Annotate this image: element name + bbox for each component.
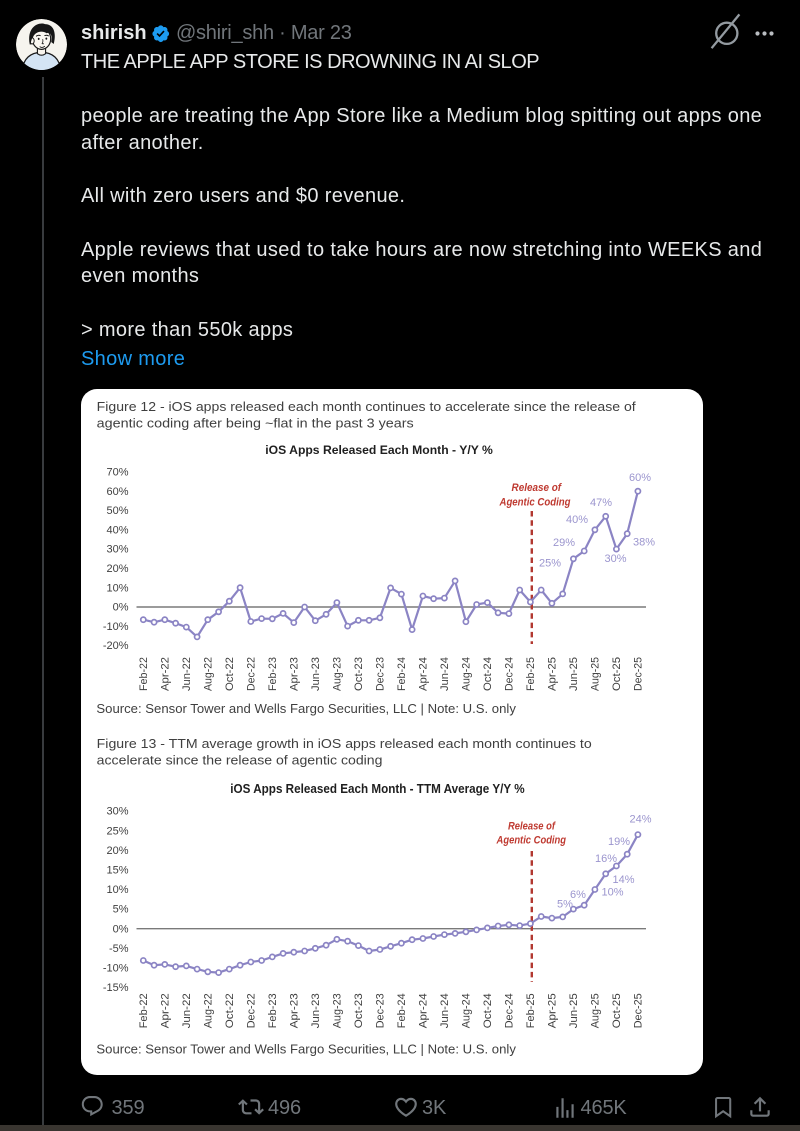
svg-text:Jun-24: Jun-24 (439, 993, 451, 1028)
svg-text:14%: 14% (612, 874, 634, 886)
svg-text:-15%: -15% (103, 982, 129, 994)
svg-text:iOS Apps Released Each Month -: iOS Apps Released Each Month - Y/Y % (265, 443, 493, 457)
svg-text:Jun-24: Jun-24 (439, 657, 451, 691)
svg-text:Apr-24: Apr-24 (418, 993, 430, 1028)
svg-text:Apr-22: Apr-22 (159, 657, 171, 691)
svg-text:30%: 30% (106, 806, 128, 818)
svg-text:iOS Apps Released Each Month -: iOS Apps Released Each Month - TTM Avera… (230, 781, 525, 796)
svg-text:Dec-22: Dec-22 (245, 993, 257, 1028)
svg-text:Feb-25: Feb-25 (525, 993, 537, 1028)
svg-text:Aug-24: Aug-24 (461, 993, 473, 1028)
svg-text:Release of: Release of (512, 482, 563, 494)
svg-text:Oct-23: Oct-23 (353, 993, 365, 1028)
svg-text:Apr-22: Apr-22 (159, 993, 171, 1028)
svg-text:Aug-25: Aug-25 (590, 657, 602, 691)
svg-text:25%: 25% (106, 825, 128, 837)
svg-text:Apr-23: Apr-23 (288, 657, 300, 691)
svg-text:Aug-23: Aug-23 (332, 657, 344, 691)
svg-text:16%: 16% (595, 853, 617, 865)
svg-text:Jun-23: Jun-23 (310, 657, 322, 691)
svg-text:25%: 25% (539, 557, 561, 569)
svg-text:Oct-22: Oct-22 (224, 993, 236, 1028)
svg-text:60%: 60% (629, 472, 651, 484)
svg-text:Dec-24: Dec-24 (504, 657, 516, 691)
svg-text:Aug-22: Aug-22 (202, 657, 214, 691)
svg-text:Feb-25: Feb-25 (525, 657, 537, 691)
svg-text:Agentic Coding: Agentic Coding (499, 497, 571, 509)
svg-text:Release of: Release of (508, 821, 556, 833)
svg-text:Figure 12 - iOS apps released: Figure 12 - iOS apps released each month… (97, 399, 636, 414)
svg-text:Oct-22: Oct-22 (224, 657, 236, 691)
svg-text:0%: 0% (113, 923, 129, 935)
svg-text:-10%: -10% (103, 621, 129, 633)
svg-text:Dec-23: Dec-23 (375, 657, 387, 691)
svg-text:0%: 0% (113, 602, 129, 614)
svg-text:Apr-25: Apr-25 (547, 993, 559, 1028)
svg-text:30%: 30% (604, 553, 626, 565)
svg-text:Dec-24: Dec-24 (504, 993, 516, 1028)
svg-text:-20%: -20% (103, 640, 129, 652)
svg-text:Aug-24: Aug-24 (461, 657, 473, 691)
svg-text:38%: 38% (633, 536, 655, 548)
svg-text:40%: 40% (106, 524, 128, 536)
svg-text:19%: 19% (608, 836, 630, 848)
svg-text:Feb-24: Feb-24 (396, 657, 408, 691)
svg-text:70%: 70% (106, 467, 128, 479)
svg-text:Oct-25: Oct-25 (611, 993, 623, 1028)
svg-text:accelerate since the release o: accelerate since the release of agentic … (97, 753, 383, 768)
svg-text:6%: 6% (570, 889, 586, 901)
svg-text:Oct-25: Oct-25 (611, 657, 623, 691)
svg-text:15%: 15% (106, 865, 128, 877)
svg-text:Agentic Coding: Agentic Coding (496, 835, 567, 847)
svg-text:agentic coding after being ~fl: agentic coding after being ~flat in the … (97, 416, 414, 431)
svg-text:10%: 10% (106, 884, 128, 896)
svg-text:Feb-23: Feb-23 (267, 657, 279, 691)
svg-text:50%: 50% (106, 505, 128, 517)
svg-text:Aug-22: Aug-22 (202, 993, 214, 1028)
svg-text:30%: 30% (106, 544, 128, 556)
svg-text:Aug-23: Aug-23 (332, 993, 344, 1028)
svg-text:Source: Sensor Tower and Wells: Source: Sensor Tower and Wells Fargo Sec… (96, 1042, 516, 1057)
svg-text:Dec-25: Dec-25 (633, 993, 645, 1028)
svg-text:Apr-25: Apr-25 (547, 657, 559, 691)
svg-text:-10%: -10% (103, 963, 129, 975)
svg-text:Jun-23: Jun-23 (310, 993, 322, 1028)
svg-text:Dec-25: Dec-25 (633, 657, 645, 691)
svg-text:-5%: -5% (109, 943, 129, 955)
svg-text:Dec-23: Dec-23 (375, 993, 387, 1028)
svg-text:Feb-24: Feb-24 (396, 993, 408, 1028)
svg-text:Oct-23: Oct-23 (353, 657, 365, 691)
svg-text:Jun-22: Jun-22 (181, 993, 193, 1028)
svg-text:Jun-22: Jun-22 (181, 657, 193, 691)
svg-text:60%: 60% (106, 486, 128, 498)
svg-text:10%: 10% (601, 886, 623, 898)
svg-text:47%: 47% (590, 497, 612, 509)
svg-text:5%: 5% (113, 904, 129, 916)
svg-text:Aug-25: Aug-25 (590, 993, 602, 1028)
svg-text:20%: 20% (106, 845, 128, 857)
svg-text:40%: 40% (566, 514, 588, 526)
svg-text:10%: 10% (106, 582, 128, 594)
svg-text:Feb-22: Feb-22 (138, 657, 150, 691)
svg-text:Jun-25: Jun-25 (568, 657, 580, 691)
svg-text:5%: 5% (557, 898, 573, 910)
svg-text:Oct-24: Oct-24 (482, 657, 494, 691)
svg-text:Source: Sensor Tower and Wells: Source: Sensor Tower and Wells Fargo Sec… (96, 701, 516, 716)
svg-text:Apr-23: Apr-23 (288, 993, 300, 1028)
svg-text:Oct-24: Oct-24 (482, 993, 494, 1028)
svg-text:29%: 29% (553, 537, 575, 549)
svg-text:20%: 20% (106, 563, 128, 575)
svg-text:Feb-23: Feb-23 (267, 993, 279, 1028)
svg-text:Jun-25: Jun-25 (568, 993, 580, 1028)
svg-text:Apr-24: Apr-24 (418, 657, 430, 691)
svg-text:Dec-22: Dec-22 (245, 657, 257, 691)
svg-text:Figure 13 - TTM average growth: Figure 13 - TTM average growth in iOS ap… (97, 736, 592, 751)
svg-text:Feb-22: Feb-22 (138, 993, 150, 1028)
svg-text:24%: 24% (629, 813, 651, 825)
